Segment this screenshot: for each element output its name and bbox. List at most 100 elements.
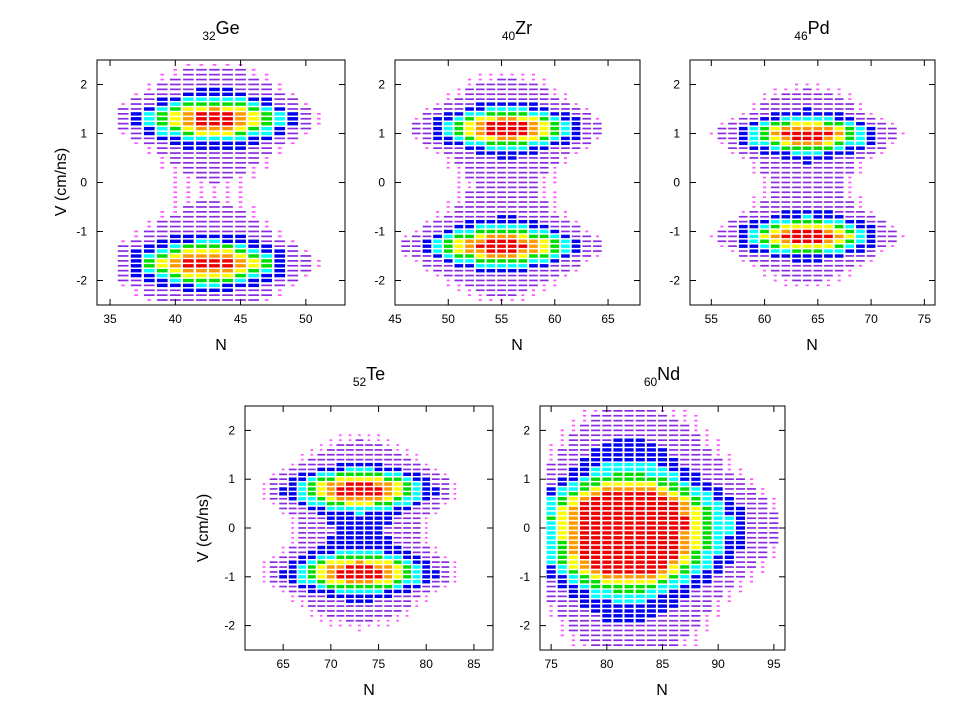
- heatmap-cell: [752, 196, 756, 198]
- heatmap-cell: [591, 429, 601, 432]
- heatmap-cell: [486, 284, 496, 287]
- heatmap-cell: [196, 211, 207, 213]
- heatmap-cell: [117, 250, 129, 252]
- heatmap-cell: [329, 619, 333, 622]
- heatmap-cell: [580, 629, 590, 632]
- heatmap-cell: [235, 68, 246, 71]
- heatmap-cell: [497, 289, 506, 292]
- heatmap-cell: [497, 166, 506, 169]
- heatmap-cell: [802, 201, 812, 203]
- heatmap-cell: [279, 487, 287, 491]
- heatmap-cell: [346, 599, 354, 603]
- heatmap-cell: [724, 566, 734, 568]
- heatmap-cell: [856, 215, 865, 218]
- heatmap-cell: [507, 215, 517, 219]
- heatmap-cell: [646, 487, 656, 491]
- heatmap-cell: [760, 244, 769, 248]
- heatmap-cell: [475, 215, 485, 218]
- heatmap-cell: [749, 113, 759, 115]
- heatmap-cell: [848, 93, 852, 96]
- heatmap-cell: [802, 117, 812, 121]
- heatmap-cell: [290, 142, 295, 145]
- heatmap-cell: [591, 540, 601, 545]
- heatmap-cell: [713, 468, 723, 471]
- heatmap-cell: [856, 224, 865, 229]
- heatmap-cell: [248, 254, 259, 258]
- heatmap-cell: [262, 566, 266, 568]
- heatmap-cell: [563, 211, 567, 213]
- heatmap-cell: [374, 615, 383, 617]
- heatmap-cell: [646, 545, 656, 550]
- heatmap-cell: [792, 141, 801, 145]
- heatmap-cell: [403, 492, 411, 496]
- heatmap-cell: [261, 289, 272, 292]
- heatmap-cell: [560, 624, 564, 627]
- heatmap-cell: [307, 512, 316, 515]
- heatmap-cell: [888, 127, 897, 130]
- heatmap-cell: [683, 410, 687, 412]
- heatmap-cell: [741, 211, 745, 213]
- heatmap-cell: [582, 250, 592, 252]
- heatmap-cell: [156, 102, 168, 106]
- heatmap-cell: [702, 536, 712, 540]
- heatmap-cell: [235, 107, 246, 111]
- heatmap-cell: [298, 492, 307, 496]
- heatmap-cell: [591, 444, 601, 446]
- heatmap-cell: [454, 274, 464, 277]
- heatmap-cell: [568, 458, 578, 461]
- heatmap-cell: [130, 132, 142, 135]
- heatmap-cell: [173, 73, 178, 76]
- heatmap-cell: [405, 453, 409, 456]
- heatmap-cell: [568, 570, 578, 574]
- heatmap-cell: [657, 615, 667, 617]
- heatmap-cell: [813, 234, 823, 239]
- heatmap-cell: [209, 211, 220, 213]
- heatmap-cell: [518, 131, 528, 136]
- heatmap-cell: [539, 234, 549, 239]
- heatmap-cell: [287, 245, 299, 247]
- heatmap-cell: [792, 224, 801, 229]
- heatmap-cell: [336, 580, 345, 584]
- heatmap-cell: [346, 444, 354, 446]
- heatmap-cell: [274, 245, 286, 247]
- heatmap-cell: [507, 206, 517, 208]
- heatmap-cell: [317, 506, 326, 511]
- heatmap-cell: [209, 126, 220, 131]
- heatmap-cell: [550, 126, 560, 131]
- heatmap-cell: [580, 615, 590, 617]
- heatmap-cell: [781, 151, 791, 155]
- heatmap-cell: [702, 478, 712, 480]
- heatmap-cell: [307, 555, 316, 559]
- heatmap-cell: [287, 255, 299, 257]
- heatmap-cell: [156, 299, 168, 301]
- heatmap-cell: [457, 201, 461, 203]
- heatmap-cell: [539, 166, 549, 169]
- heatmap-cell: [465, 196, 474, 198]
- heatmap-cell: [269, 493, 278, 495]
- heatmap-cell: [339, 619, 342, 622]
- heatmap-cell: [222, 206, 233, 208]
- heatmap-cell: [264, 220, 269, 223]
- heatmap-cell: [624, 511, 634, 516]
- heatmap-cell: [613, 526, 623, 530]
- heatmap-cell: [374, 605, 383, 607]
- heatmap-cell: [773, 274, 777, 277]
- heatmap-cell: [749, 220, 759, 224]
- heatmap-cell: [261, 244, 272, 248]
- heatmap-cell: [396, 449, 399, 451]
- heatmap-cell: [550, 254, 560, 258]
- heatmap-cell: [557, 453, 567, 456]
- heatmap-cell: [465, 152, 474, 154]
- heatmap-cell: [468, 78, 472, 81]
- heatmap-cell: [568, 550, 578, 555]
- heatmap-cell: [507, 126, 517, 131]
- heatmap-cell: [486, 181, 496, 184]
- heatmap-cell: [287, 98, 299, 100]
- heatmap-cell: [414, 137, 418, 140]
- heatmap-cell: [412, 546, 421, 549]
- heatmap-cell: [613, 410, 623, 412]
- heatmap-cell: [317, 595, 326, 598]
- heatmap-cell: [478, 294, 482, 296]
- heatmap-cell: [412, 551, 421, 554]
- heatmap-cell: [196, 78, 207, 81]
